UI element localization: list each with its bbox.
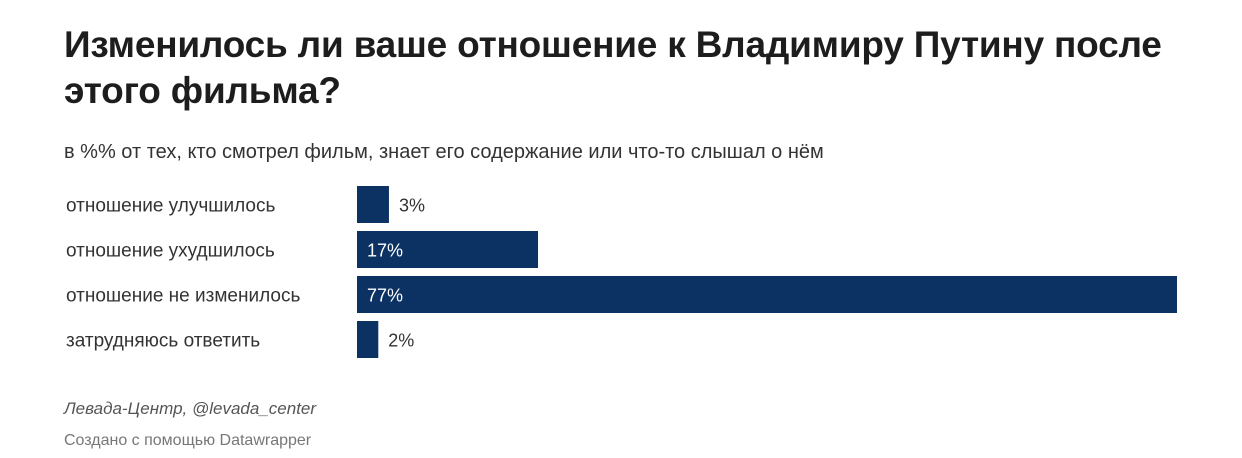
bar [357,231,539,268]
credit-link[interactable]: Создано с помощью Datawrapper [64,432,312,449]
category-label: отношение ухудшилось [66,241,275,262]
value-label: 2% [388,331,414,351]
value-label: 3% [399,196,425,216]
value-label: 17% [367,241,403,261]
value-label: 77% [367,286,403,306]
bar [357,321,379,358]
chart-subtitle: в %% от тех, кто смотрел фильм, знает ег… [64,141,824,163]
category-label: отношение улучшилось [66,196,275,217]
category-label: затрудняюсь ответить [66,331,260,352]
bar [357,276,1177,313]
source-note: Левада-Центр, @levada_center [64,399,317,418]
bar [357,186,389,223]
category-label: отношение не изменилось [66,286,300,307]
chart-title: Изменилось ли ваше отношение к Владимиру… [64,24,1162,111]
